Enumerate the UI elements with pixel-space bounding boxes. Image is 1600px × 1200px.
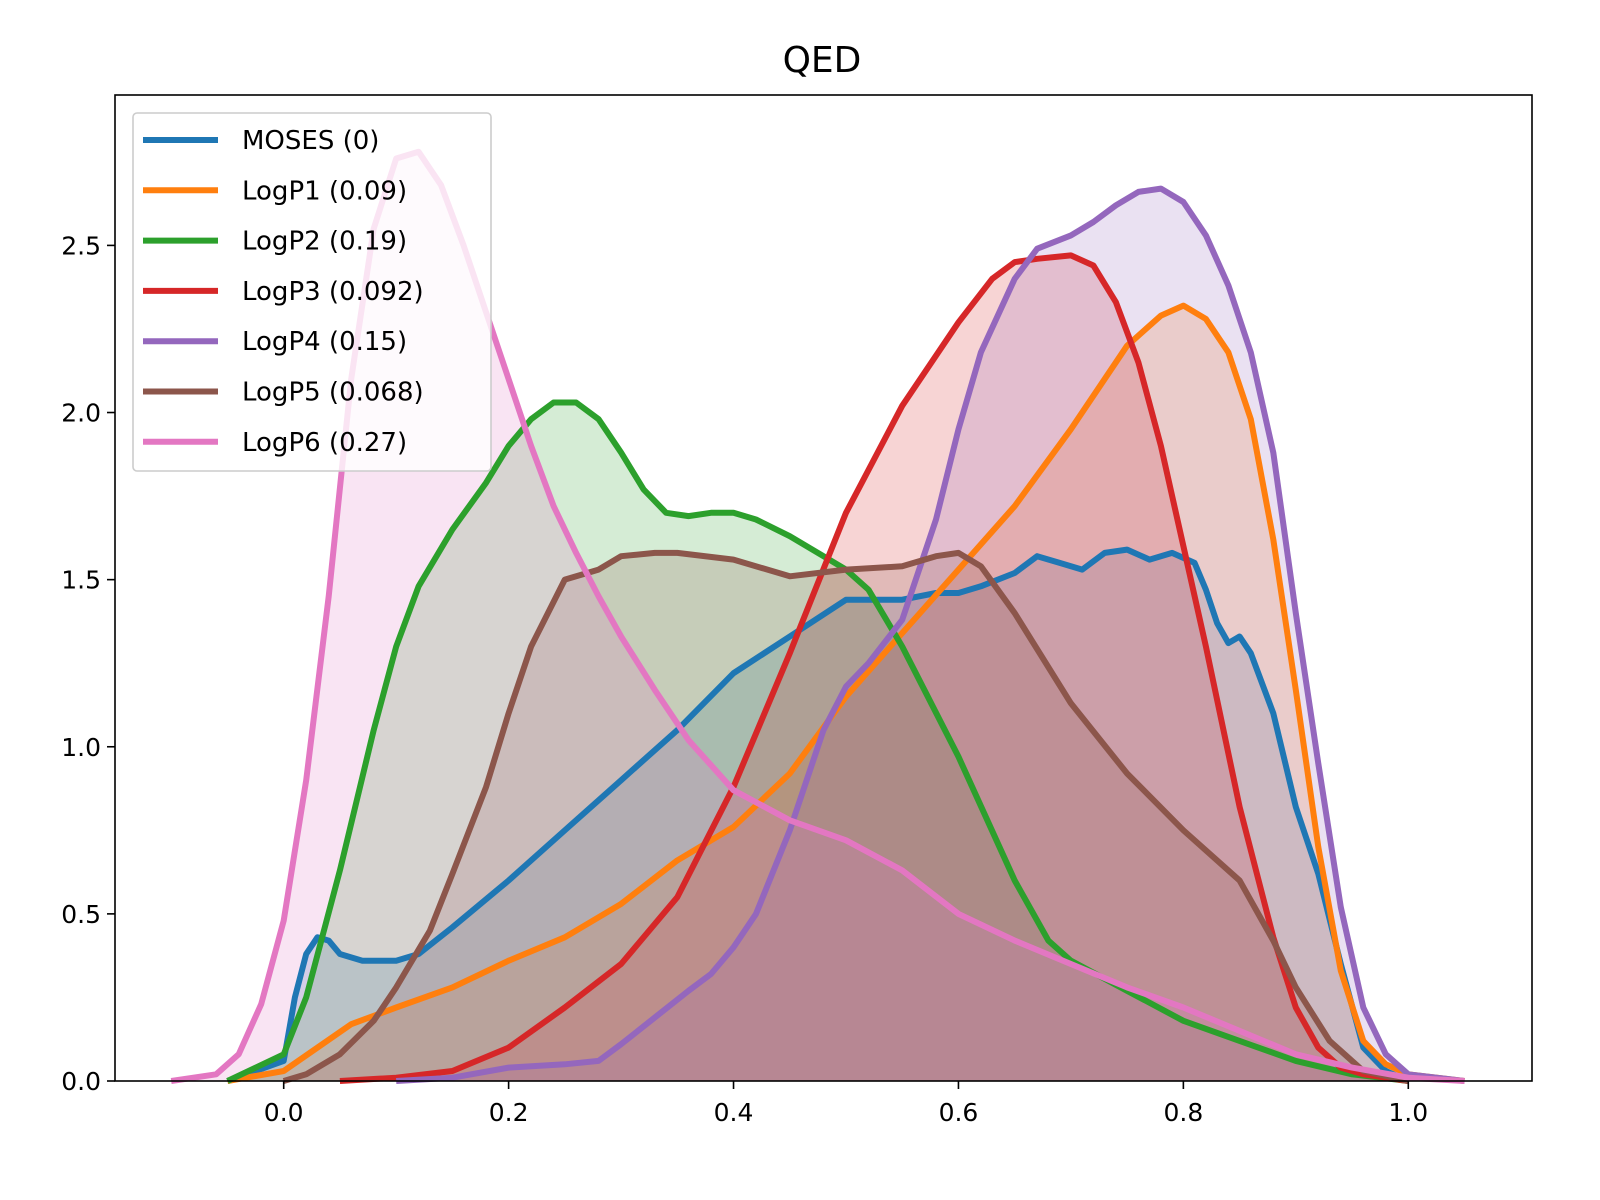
x-tick-label: 1.0 [1388,1098,1428,1127]
x-tick-label: 0.4 [714,1098,754,1127]
plot-frame [114,94,1533,1082]
y-tick-label: 1.0 [61,733,101,762]
y-tick-label: 0.5 [61,900,101,929]
legend-label: LogP2 (0.19) [242,227,407,257]
series-line-6 [170,148,1465,1084]
x-tick-label: 0.6 [939,1098,979,1127]
x-tick-label: 0.2 [489,1098,529,1127]
series-line-5 [282,549,1409,1084]
x-tick-label: 0.0 [264,1098,304,1127]
series-line-1 [226,302,1465,1084]
series-line-4 [396,185,1465,1084]
legend-label: LogP1 (0.09) [242,176,407,206]
series-fill-6 [171,151,1465,1082]
legend-label: LogP6 (0.27) [242,428,407,458]
series-fill-4 [396,188,1465,1082]
legend-label: LogP4 (0.15) [242,327,407,357]
y-tick-label: 2.5 [61,231,101,260]
chart-title: QED [783,40,862,81]
legend-label: LogP5 (0.068) [242,378,424,408]
y-tick-label: 1.5 [61,566,101,595]
y-axis: 0.0 0.5 1.0 1.5 2.0 2.5 [61,231,115,1096]
series-fill-0 [227,549,1409,1081]
x-axis: 0.0 0.2 0.4 0.6 0.8 1.0 [264,1081,1428,1127]
legend: MOSES (0) LogP1 (0.09) LogP2 (0.19) LogP3 (… [132,112,492,472]
series-fill-5 [283,552,1409,1081]
legend-label: LogP3 (0.092) [242,277,424,307]
y-tick-label: 2.0 [61,399,101,428]
x-tick-label: 0.8 [1163,1098,1203,1127]
series-fill-1 [227,305,1465,1082]
y-tick-label: 0.0 [61,1067,101,1096]
density-lines [170,148,1465,1084]
series-line-0 [226,546,1410,1084]
legend-box [132,112,492,472]
legend-label: MOSES (0) [242,126,379,156]
